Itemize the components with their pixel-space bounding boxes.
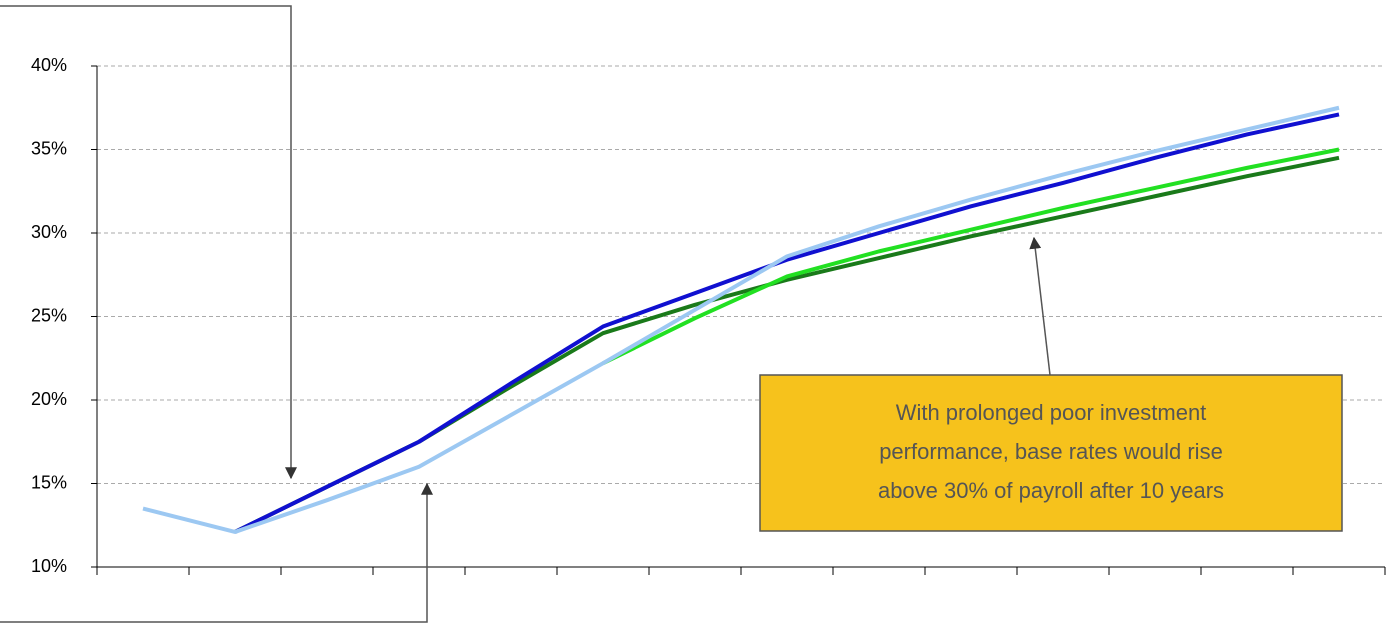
annotation-text: With prolonged poor investment <box>896 400 1207 425</box>
series-line <box>142 105 1340 534</box>
y-tick-label: 20% <box>31 389 67 409</box>
annotation-box <box>759 374 1343 532</box>
series-line <box>234 112 1340 534</box>
y-tick-label: 10% <box>31 556 67 576</box>
series-line <box>602 147 1340 366</box>
y-tick-label: 35% <box>31 138 67 158</box>
callout-arrow <box>1029 236 1051 376</box>
y-tick-label: 15% <box>31 472 67 492</box>
callout-arrow <box>0 482 433 623</box>
annotation-text: performance, base rates would rise <box>879 439 1223 464</box>
y-tick-label: 30% <box>31 222 67 242</box>
y-tick-label: 25% <box>31 305 67 325</box>
callout-arrow <box>0 5 297 480</box>
y-tick-label: 40% <box>31 55 67 75</box>
annotation-text: above 30% of payroll after 10 years <box>878 478 1224 503</box>
